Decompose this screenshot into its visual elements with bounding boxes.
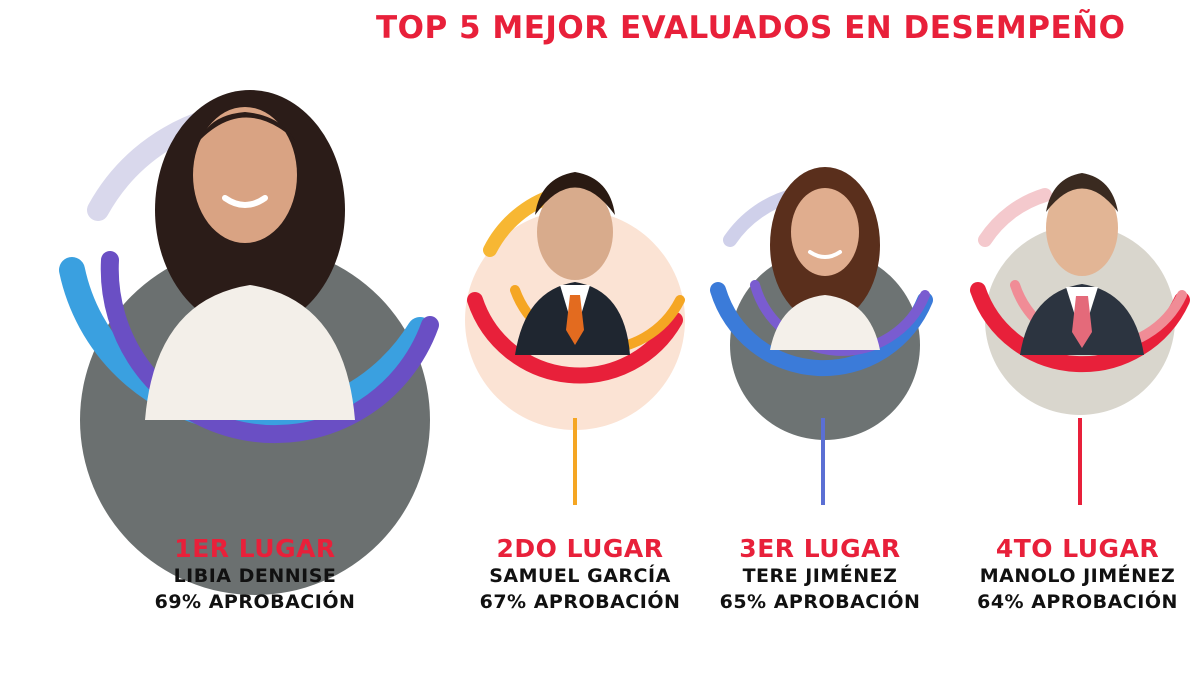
candidate-3-graphic <box>710 167 933 505</box>
candidate-4-label: 4TO LUGAR MANOLO JIMÉNEZ 64% APROBACIÓN <box>960 535 1195 615</box>
candidate-card-2: 2DO LUGAR SAMUEL GARCÍA 67% APROBACIÓN <box>460 0 700 675</box>
rank-label: 2DO LUGAR <box>496 534 664 563</box>
candidate-card-1: 1ER LUGAR LIBIA DENNISE 69% APROBACIÓN <box>0 0 460 675</box>
candidate-name: LIBIA DENNISE <box>173 565 337 587</box>
ring-arc-red <box>970 282 1190 373</box>
rank-label: 4TO LUGAR <box>995 534 1160 563</box>
candidate-card-3: 3ER LUGAR TERE JIMÉNEZ 65% APROBACIÓN <box>700 0 940 675</box>
portrait-man-icon <box>515 172 630 355</box>
approval-text: 69% APROBACIÓN <box>154 591 356 613</box>
candidate-3-label: 3ER LUGAR TERE JIMÉNEZ 65% APROBACIÓN <box>700 535 940 615</box>
ring-arc-red <box>467 292 683 384</box>
candidate-name: SAMUEL GARCÍA <box>489 565 671 587</box>
candidate-2-graphic <box>465 172 685 505</box>
ring-arc-blue <box>710 282 933 377</box>
candidate-name: MANOLO JIMÉNEZ <box>979 565 1176 587</box>
approval-text: 65% APROBACIÓN <box>719 591 921 613</box>
rank-label: 1ER LUGAR <box>174 534 336 563</box>
candidate-1-graphic <box>59 90 439 595</box>
portrait-woman-icon <box>770 167 880 350</box>
candidate-1-label: 1ER LUGAR LIBIA DENNISE 69% APROBACIÓN <box>100 535 410 615</box>
rank-label: 3ER LUGAR <box>739 534 901 563</box>
candidate-card-4: 4TO LUGAR MANOLO JIMÉNEZ 64% APROBACIÓN <box>960 0 1195 675</box>
portrait-woman-icon <box>145 90 355 420</box>
candidate-4-graphic <box>970 173 1190 505</box>
portrait-man-icon <box>1020 173 1144 355</box>
ring-arc-purple <box>750 280 930 356</box>
approval-text: 64% APROBACIÓN <box>977 591 1178 613</box>
ring-arc-light <box>978 188 1052 247</box>
candidate-name: TERE JIMÉNEZ <box>742 565 898 587</box>
page-title: TOP 5 MEJOR EVALUADOS EN DESEMPEÑO <box>376 10 1126 46</box>
ring-arc-purple <box>100 251 439 444</box>
approval-text: 67% APROBACIÓN <box>479 591 681 613</box>
candidate-2-label: 2DO LUGAR SAMUEL GARCÍA 67% APROBACIÓN <box>460 535 700 615</box>
